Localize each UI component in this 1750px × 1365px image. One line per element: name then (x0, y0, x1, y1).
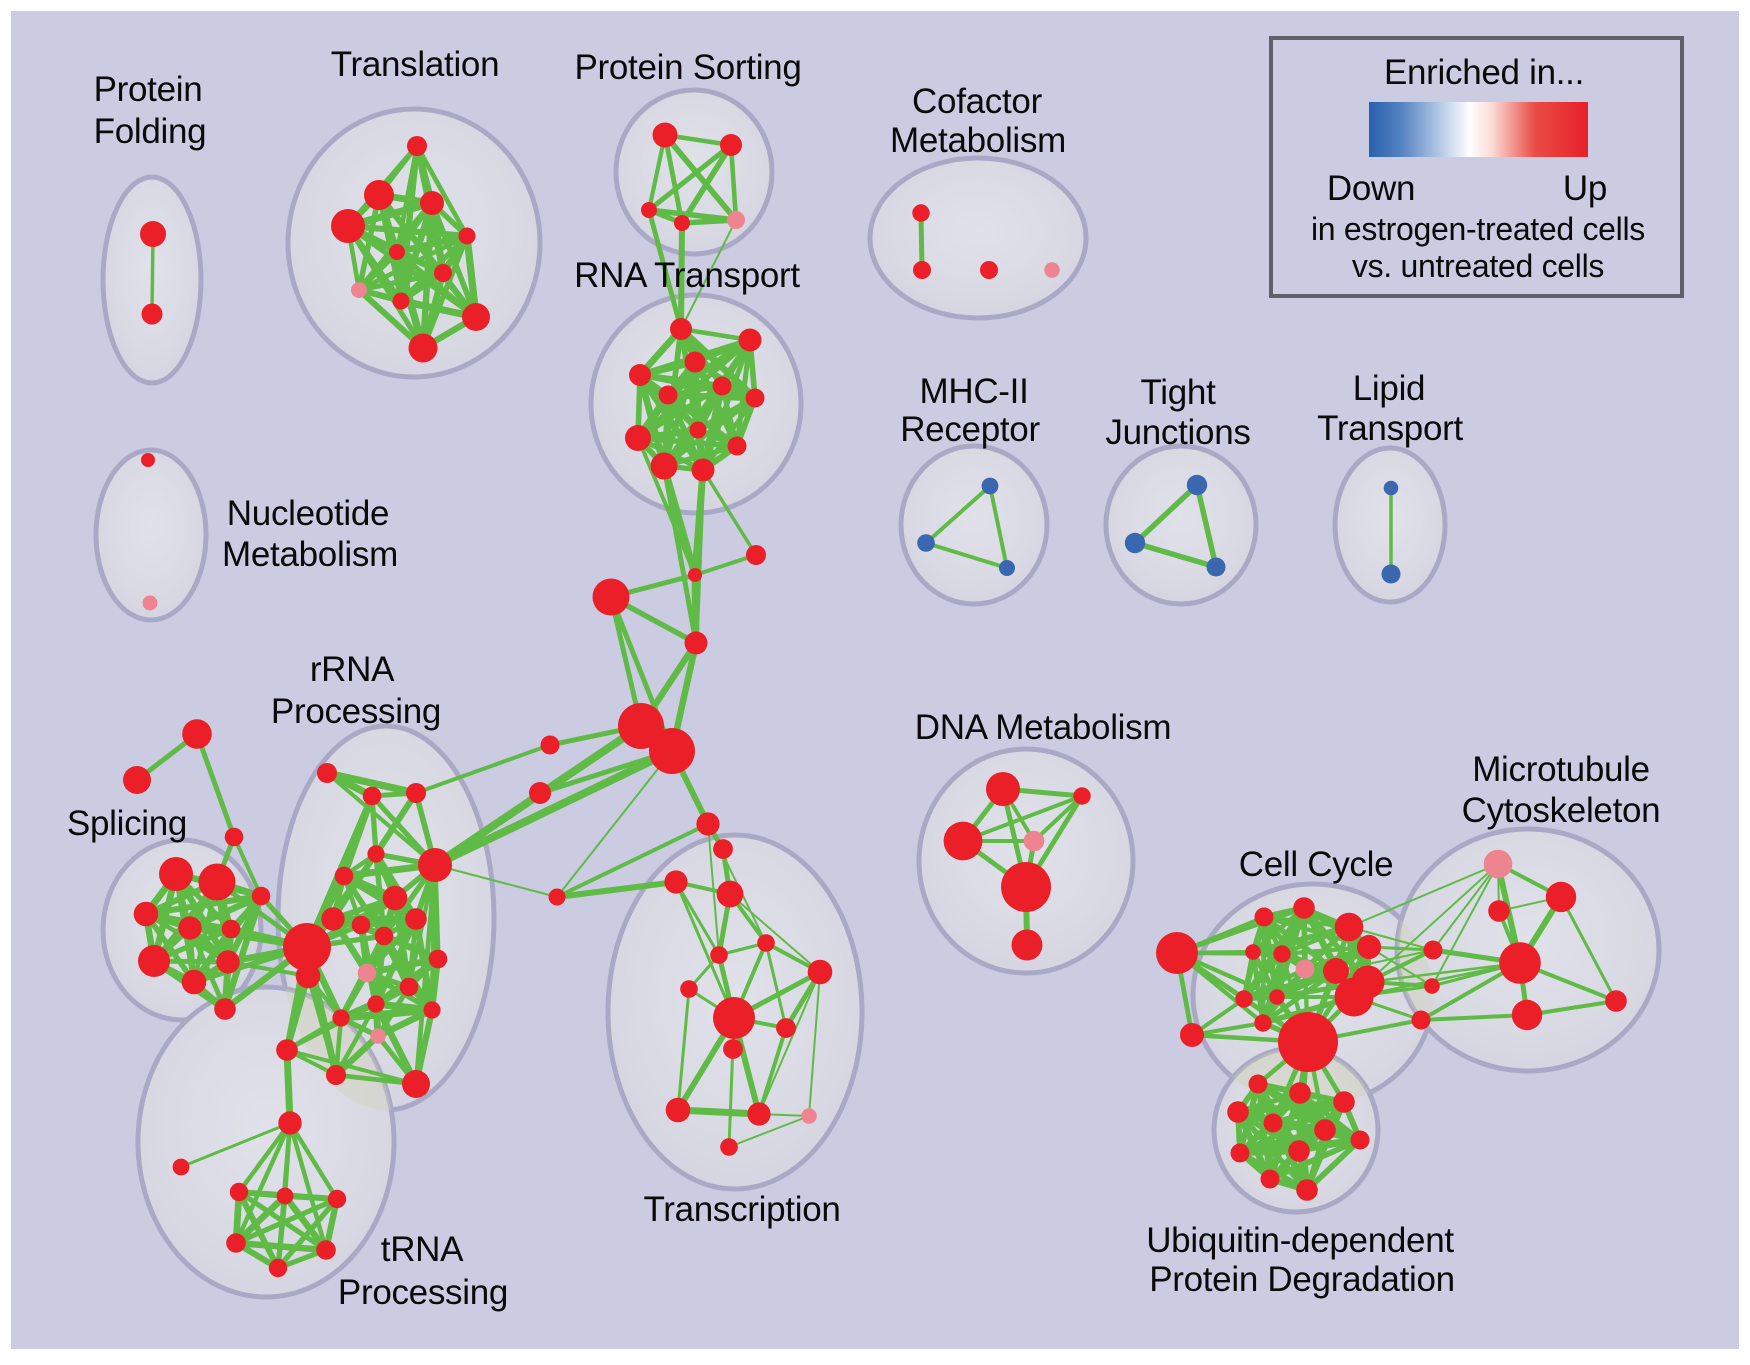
svg-text:Protein: Protein (94, 70, 203, 109)
svg-text:RNA Transport: RNA Transport (574, 256, 800, 295)
svg-text:MHC-II: MHC-II (919, 372, 1028, 411)
svg-text:in estrogen-treated cells: in estrogen-treated cells (1311, 211, 1645, 247)
svg-text:tRNA: tRNA (381, 1230, 464, 1269)
svg-text:Transport: Transport (1317, 409, 1463, 448)
svg-text:Translation: Translation (331, 45, 500, 84)
svg-text:rRNA: rRNA (310, 650, 395, 689)
svg-text:Down: Down (1327, 169, 1415, 208)
svg-text:Metabolism: Metabolism (222, 535, 398, 574)
svg-text:DNA Metabolism: DNA Metabolism (915, 708, 1171, 747)
svg-text:Up: Up (1563, 169, 1607, 208)
svg-text:Cell Cycle: Cell Cycle (1239, 845, 1394, 884)
svg-text:Transcription: Transcription (643, 1190, 840, 1229)
svg-text:Protein Sorting: Protein Sorting (574, 48, 801, 87)
svg-text:Tight: Tight (1140, 373, 1216, 412)
svg-text:Lipid: Lipid (1353, 369, 1425, 408)
svg-text:Processing: Processing (271, 692, 441, 731)
svg-text:vs. untreated cells: vs. untreated cells (1352, 248, 1604, 284)
svg-text:Microtubule: Microtubule (1472, 750, 1650, 789)
svg-text:Ubiquitin-dependent: Ubiquitin-dependent (1146, 1221, 1454, 1260)
svg-text:Junctions: Junctions (1105, 413, 1250, 452)
svg-text:Nucleotide: Nucleotide (227, 494, 389, 533)
svg-text:Receptor: Receptor (900, 410, 1040, 449)
svg-text:Cytoskeleton: Cytoskeleton (1462, 791, 1661, 830)
svg-text:Folding: Folding (94, 112, 207, 151)
svg-text:Protein Degradation: Protein Degradation (1149, 1260, 1455, 1299)
svg-text:Cofactor: Cofactor (912, 82, 1043, 121)
svg-text:Processing: Processing (338, 1273, 508, 1312)
svg-text:Enriched in...: Enriched in... (1384, 53, 1584, 92)
svg-text:Metabolism: Metabolism (890, 121, 1066, 160)
svg-text:Splicing: Splicing (67, 804, 187, 843)
